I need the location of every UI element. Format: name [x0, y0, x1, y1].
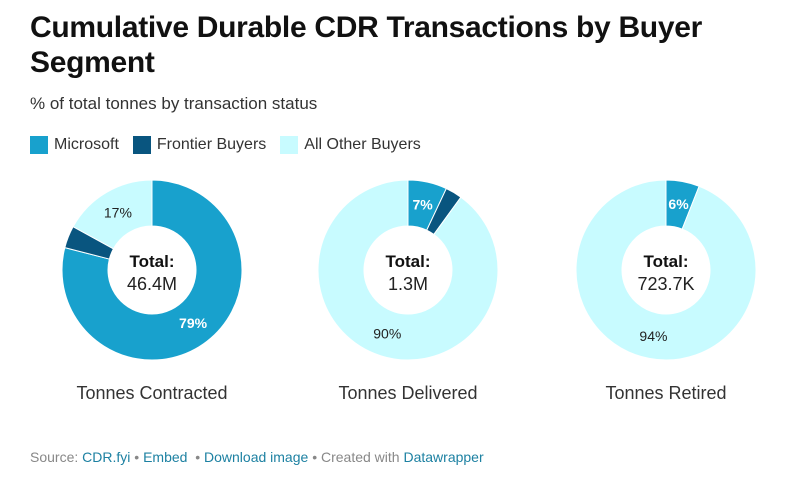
legend: Microsoft Frontier Buyers All Other Buye… — [30, 136, 435, 154]
center-total-value: 46.4M — [127, 274, 177, 294]
slice-label-other: 94% — [639, 328, 667, 344]
slice-label-other: 17% — [104, 204, 132, 220]
center-total-label: Total: — [385, 252, 430, 271]
legend-swatch-microsoft — [30, 136, 48, 154]
download-image-link[interactable]: Download image — [204, 449, 309, 465]
legend-item-microsoft: Microsoft — [30, 136, 119, 154]
footer-separator: • — [312, 449, 318, 465]
center-total-value: 723.7K — [637, 274, 694, 294]
chart-subtitle: % of total tonnes by transaction status — [30, 94, 318, 113]
center-total-label: Total: — [129, 252, 174, 271]
source-link[interactable]: CDR.fyi — [82, 449, 131, 465]
embed-link[interactable]: Embed — [143, 449, 188, 465]
chart-label-delivered: Tonnes Delivered — [338, 383, 478, 403]
slice-label-microsoft: 7% — [412, 197, 433, 213]
created-with-text: Created with — [320, 449, 400, 465]
datawrapper-link[interactable]: Datawrapper — [403, 449, 484, 465]
donut-hole — [622, 226, 710, 314]
legend-label-frontier: Frontier Buyers — [156, 136, 267, 153]
donut-chart-delivered: 7% 90% Total: 1.3M — [318, 180, 498, 360]
chart-label-contracted: Tonnes Contracted — [76, 383, 228, 403]
donut-hole — [364, 226, 452, 314]
legend-swatch-other — [280, 136, 299, 154]
donut-chart-retired: 6% 94% Total: 723.7K — [576, 180, 756, 360]
slice-label-other: 90% — [373, 326, 401, 342]
footer-separator: • — [134, 449, 140, 465]
footer: Source: CDR.fyi • Embed • Download image… — [30, 449, 484, 465]
chart-label-retired: Tonnes Retired — [605, 383, 727, 403]
slice-label-microsoft: 79% — [179, 315, 208, 331]
center-total-value: 1.3M — [388, 274, 428, 294]
center-total-label: Total: — [643, 252, 688, 271]
legend-label-other: All Other Buyers — [304, 136, 421, 153]
legend-label-microsoft: Microsoft — [54, 136, 119, 153]
legend-item-other: All Other Buyers — [280, 136, 421, 154]
donut-chart-contracted: 79% 17% Total: 46.4M — [62, 180, 242, 360]
chart-title: Cumulative Durable CDR Transactions by B… — [30, 11, 702, 79]
footer-separator: • — [195, 449, 201, 465]
source-prefix: Source: — [30, 449, 79, 465]
donut-hole — [108, 226, 196, 314]
legend-swatch-frontier — [132, 136, 151, 154]
legend-item-frontier: Frontier Buyers — [132, 136, 267, 154]
slice-label-microsoft: 6% — [668, 196, 689, 212]
